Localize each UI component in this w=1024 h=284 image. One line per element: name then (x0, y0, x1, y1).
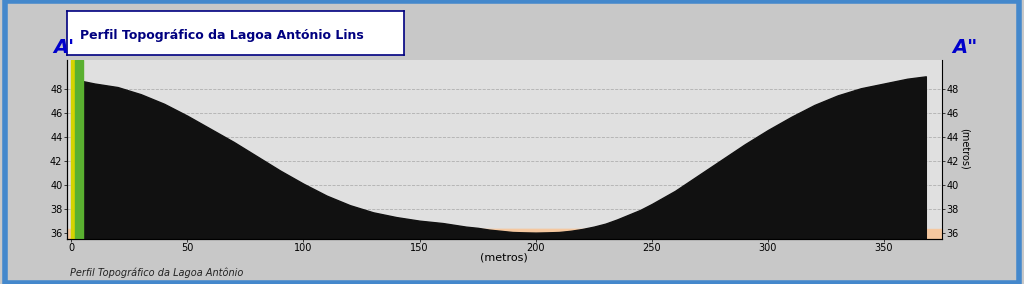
Text: Perfil Topográfico da Lagoa Antônio: Perfil Topográfico da Lagoa Antônio (70, 268, 243, 278)
Bar (67, 229, 942, 239)
Text: Perfil Topográfico da Lagoa António Lins: Perfil Topográfico da Lagoa António Lins (80, 29, 364, 42)
Text: A": A" (952, 38, 977, 57)
Text: A': A' (53, 38, 74, 57)
Y-axis label: (metros): (metros) (959, 128, 970, 170)
X-axis label: (metros): (metros) (480, 253, 528, 263)
